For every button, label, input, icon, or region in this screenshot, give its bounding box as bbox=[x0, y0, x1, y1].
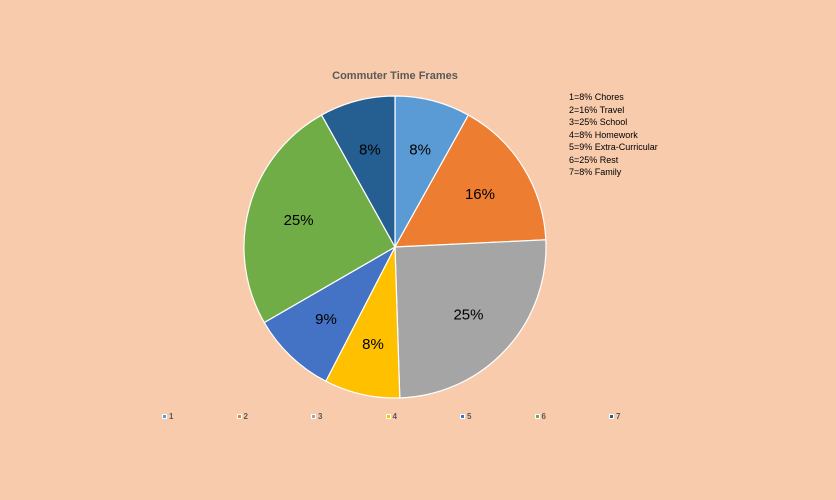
note-6: 6=25% Rest bbox=[569, 154, 619, 165]
legend-label-3: 3 bbox=[318, 412, 323, 421]
pie-slice-3 bbox=[394, 239, 547, 399]
legend-label-2: 2 bbox=[243, 412, 248, 421]
pie-slice-2 bbox=[393, 114, 547, 248]
note-1: 1=8% Chores bbox=[569, 92, 624, 102]
pie-slice-5 bbox=[263, 245, 397, 383]
legend-item-7: 7 bbox=[609, 412, 620, 421]
pie-slice-7 bbox=[320, 95, 396, 250]
note-7: 7=8% Family bbox=[569, 167, 622, 177]
legend-label-6: 6 bbox=[541, 412, 546, 421]
note-2: 2=16% Travel bbox=[569, 104, 625, 115]
legend-label-7: 7 bbox=[616, 412, 621, 421]
pie-slice-6 bbox=[243, 114, 396, 324]
legend-swatch-7 bbox=[609, 414, 614, 419]
data-label-3: 25% bbox=[453, 306, 483, 323]
legend-swatch-2 bbox=[236, 414, 242, 419]
note-3: 3=25% School bbox=[569, 117, 628, 127]
legend-item-4: 4 bbox=[385, 412, 397, 421]
legend-label-5: 5 bbox=[467, 412, 472, 421]
legend-item-2: 2 bbox=[236, 412, 248, 421]
data-label-2: 16% bbox=[465, 186, 495, 203]
chart-legend: 1 2 3 4 5 6 7 bbox=[0, 410, 836, 424]
data-label-7: 8% bbox=[359, 142, 381, 159]
legend-swatch-6 bbox=[534, 414, 540, 419]
data-label-5: 9% bbox=[315, 311, 337, 328]
data-label-1: 8% bbox=[409, 142, 431, 159]
legend-swatch-1 bbox=[162, 414, 167, 419]
legend-item-6: 6 bbox=[534, 412, 546, 421]
data-label-4: 8% bbox=[362, 336, 384, 353]
legend-label-4: 4 bbox=[392, 412, 397, 421]
legend-item-5: 5 bbox=[460, 412, 471, 421]
category-notes: 1=8% Chores 2=16% Travel 3=25% School 4=… bbox=[569, 91, 658, 179]
legend-swatch-3 bbox=[311, 414, 316, 419]
note-5: 5=9% Extra-Curricular bbox=[569, 142, 658, 152]
data-label-6: 25% bbox=[284, 212, 314, 229]
legend-label-1: 1 bbox=[169, 412, 174, 421]
legend-item-3: 3 bbox=[311, 412, 322, 421]
legend-swatch-4 bbox=[385, 414, 391, 419]
chart-title: Commuter Time Frames bbox=[332, 70, 458, 82]
legend-item-1: 1 bbox=[162, 412, 173, 421]
note-4: 4=8% Homework bbox=[569, 129, 638, 140]
legend-swatch-5 bbox=[460, 414, 465, 419]
